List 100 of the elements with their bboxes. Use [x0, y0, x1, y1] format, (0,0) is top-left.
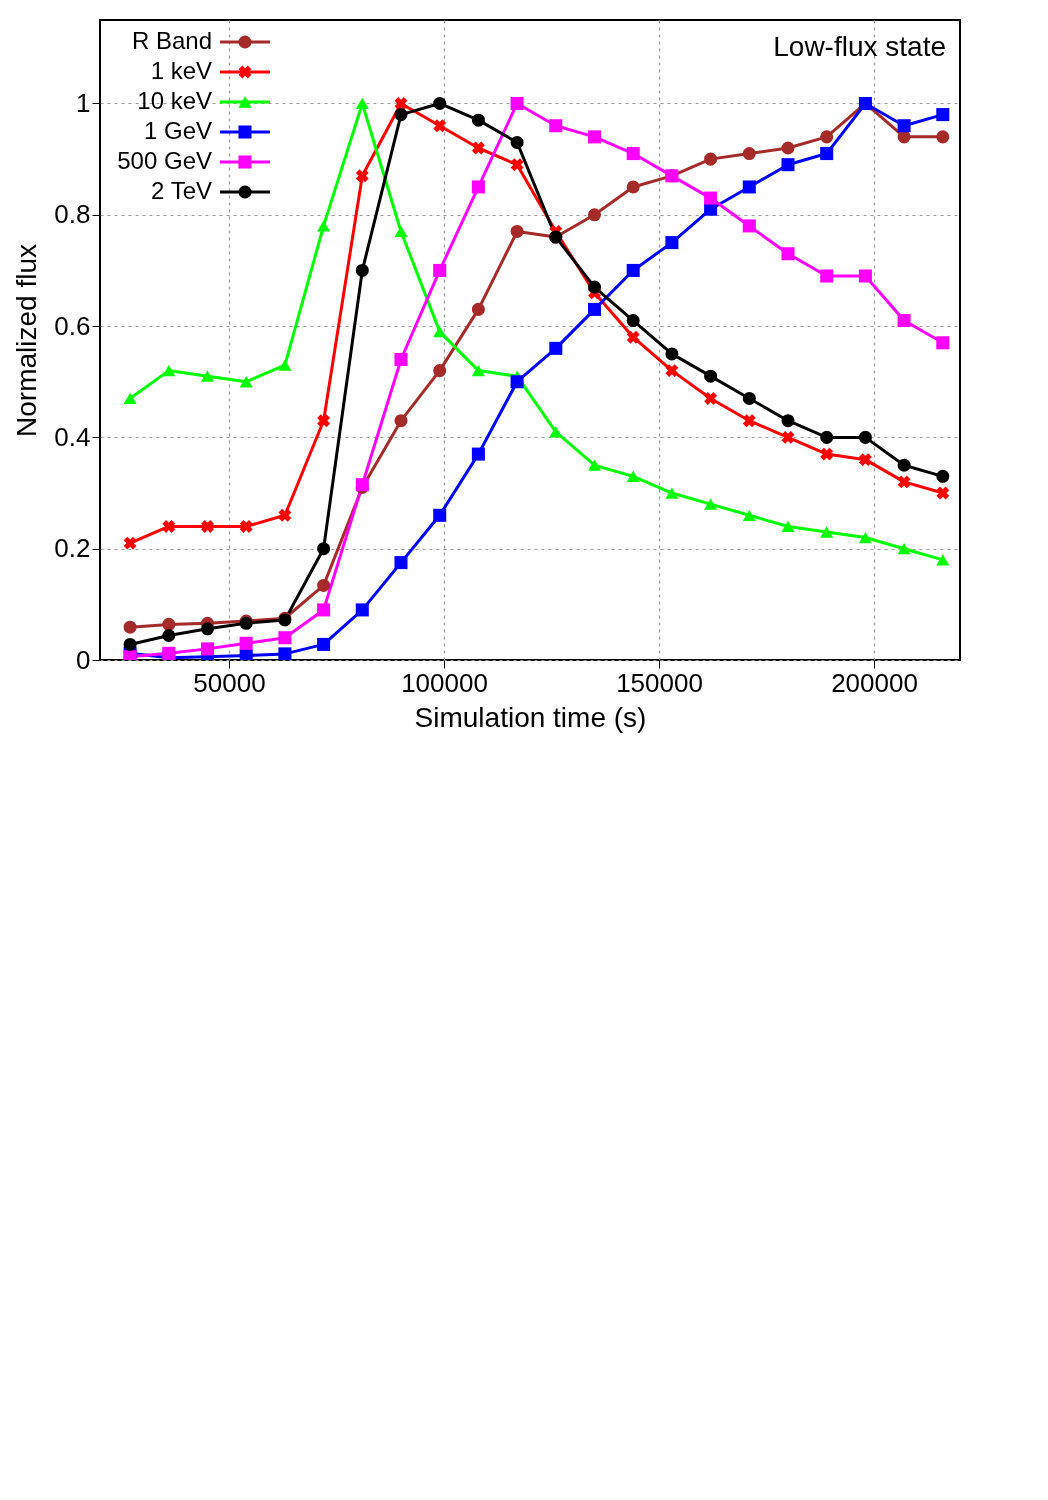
point	[123, 620, 137, 634]
point	[510, 96, 524, 110]
point	[433, 364, 447, 378]
point	[433, 326, 447, 338]
point	[626, 314, 640, 328]
point	[317, 542, 331, 556]
point	[278, 647, 292, 660]
point	[820, 130, 834, 144]
point	[704, 391, 718, 405]
point	[742, 219, 756, 233]
point	[897, 314, 911, 328]
point	[587, 459, 602, 471]
point	[394, 97, 408, 110]
point	[471, 364, 485, 377]
legend-label: 500 GeV	[117, 147, 212, 174]
point	[665, 487, 679, 499]
point	[200, 642, 215, 656]
point	[936, 469, 950, 483]
x-tick-label: 150000	[616, 667, 703, 698]
point	[549, 426, 563, 438]
point	[317, 637, 331, 651]
point	[742, 509, 756, 521]
point	[781, 520, 795, 533]
y-tick-label: 0.2	[54, 533, 91, 564]
point	[936, 554, 950, 566]
point	[433, 508, 447, 522]
point	[626, 147, 640, 161]
legend-label: 1 GeV	[143, 117, 212, 144]
point	[897, 119, 911, 133]
point	[162, 519, 176, 533]
point	[317, 603, 331, 617]
point	[665, 347, 679, 361]
point	[858, 269, 872, 283]
point	[781, 247, 795, 261]
point	[781, 141, 795, 155]
point	[897, 543, 911, 555]
point	[704, 191, 718, 205]
point	[781, 158, 795, 172]
point	[162, 617, 176, 631]
point	[239, 376, 253, 388]
legend-label: 10 keV	[137, 87, 212, 114]
point	[394, 414, 408, 428]
point	[471, 302, 485, 316]
point	[278, 508, 292, 522]
point	[510, 158, 524, 172]
point	[355, 263, 369, 277]
point	[239, 519, 253, 533]
point	[742, 147, 756, 161]
legend-label: 2 TeV	[151, 177, 212, 204]
x-axis-title: Simulation time (s)	[414, 701, 647, 733]
point	[123, 392, 137, 405]
legend-label: 1 keV	[150, 57, 212, 84]
point	[278, 359, 292, 371]
point	[510, 375, 524, 389]
point	[936, 336, 950, 350]
point	[317, 578, 331, 592]
point	[355, 169, 369, 183]
point	[239, 636, 253, 650]
point	[626, 470, 640, 482]
point	[200, 370, 215, 382]
point	[200, 622, 215, 636]
y-tick-label: 1	[76, 87, 91, 118]
point	[162, 646, 176, 660]
point	[742, 414, 756, 428]
point	[123, 536, 137, 550]
legend-label: R Band	[131, 27, 212, 54]
point	[471, 180, 485, 194]
point	[587, 302, 602, 316]
point	[626, 180, 640, 194]
point	[123, 637, 137, 651]
y-axis-title: Normalized flux	[11, 244, 43, 437]
point	[781, 414, 795, 428]
point	[317, 414, 331, 428]
point	[858, 430, 872, 444]
point	[433, 119, 447, 133]
y-tick-label: 0.4	[54, 421, 91, 452]
point	[626, 330, 640, 344]
point	[665, 236, 679, 250]
point	[820, 269, 834, 283]
point	[587, 130, 602, 144]
point	[471, 141, 485, 155]
point	[897, 475, 911, 489]
point	[317, 220, 331, 232]
point	[781, 430, 795, 444]
point	[704, 369, 718, 383]
y-tick-label: 0	[76, 644, 91, 675]
point	[278, 631, 292, 645]
point	[394, 556, 408, 570]
point	[433, 263, 447, 277]
point	[897, 458, 911, 472]
point	[665, 364, 679, 378]
point	[510, 224, 524, 238]
point	[201, 519, 214, 533]
point	[858, 531, 872, 544]
point	[858, 453, 872, 467]
point	[394, 225, 408, 238]
point	[162, 629, 176, 643]
point	[471, 113, 485, 127]
point	[936, 108, 950, 122]
point	[820, 447, 834, 461]
